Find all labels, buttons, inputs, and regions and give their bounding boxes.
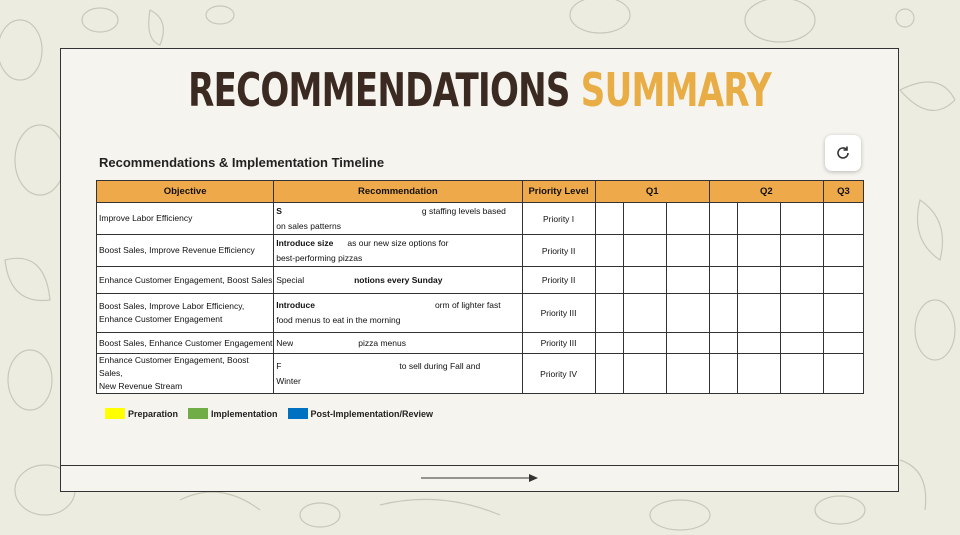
table-subtitle: Recommendations & Implementation Timelin… <box>99 155 385 170</box>
footer-divider <box>61 465 898 466</box>
timeline-cell <box>594 293 624 333</box>
objective-cell: Boost Sales, Improve Labor Efficiency, En… <box>95 293 275 333</box>
priority-cell: Priority III <box>521 332 596 354</box>
objective-cell: Improve Labor Efficiency <box>95 202 275 235</box>
timeline-cell <box>622 293 667 333</box>
timeline-cell <box>779 332 824 354</box>
timeline-cell <box>779 353 824 394</box>
table-row: Boost Sales, Improve Labor Efficiency, En… <box>95 293 865 333</box>
timeline-cell <box>622 353 667 394</box>
timeline-cell <box>822 353 865 394</box>
header-priority: Priority Level <box>521 180 596 203</box>
timeline-cell <box>594 332 624 354</box>
header-q2: Q2 <box>708 180 824 203</box>
timeline-cell <box>594 234 624 267</box>
timeline-cell <box>594 202 624 235</box>
timeline-cell <box>622 234 667 267</box>
objective-cell: Boost Sales, Enhance Customer Engagement <box>95 332 275 354</box>
table-row: Boost Sales, Improve Revenue Efficiency … <box>95 234 865 267</box>
timeline-cell <box>779 202 824 235</box>
timeline-cell <box>665 353 710 394</box>
timeline-cell <box>708 293 738 333</box>
timeline-cell <box>822 293 865 333</box>
legend-review: Post-Implementation/Review <box>287 408 433 419</box>
recommendation-cell: Special notions every Sunday <box>273 266 523 294</box>
timeline-cell <box>665 266 710 294</box>
priority-cell: Priority III <box>521 293 596 333</box>
objective-cell: Enhance Customer Engagement, Boost Sales… <box>95 353 275 394</box>
timeline-cell <box>708 234 738 267</box>
timeline-cell <box>708 266 738 294</box>
legend-preparation: Preparation <box>105 408 178 419</box>
title-part-2: SUMMARY <box>580 63 772 117</box>
timeline-cell <box>822 332 865 354</box>
priority-cell: Priority II <box>521 234 596 267</box>
timeline-cell <box>822 234 865 267</box>
summary-card: RECOMMENDATIONS SUMMARY Recommendations … <box>60 48 899 492</box>
refresh-button[interactable] <box>825 135 861 171</box>
timeline-cell <box>665 202 710 235</box>
timeline-cell <box>594 353 624 394</box>
header-objective: Objective <box>95 180 275 203</box>
recommendation-cell: Introduce size as our new size options fo… <box>273 234 523 267</box>
priority-cell: Priority IV <box>521 353 596 394</box>
recommendations-table: Objective Recommendation Priority Level … <box>95 180 865 394</box>
timeline-cell <box>594 266 624 294</box>
timeline-cell <box>736 234 781 267</box>
timeline-cell <box>779 293 824 333</box>
legend: Preparation Implementation Post-Implemen… <box>105 408 439 419</box>
title-part-1: RECOMMENDATIONS <box>188 63 570 117</box>
timeline-cell <box>736 202 781 235</box>
recommendation-cell: New pizza menus <box>273 332 523 354</box>
timeline-cell <box>665 332 710 354</box>
timeline-cell <box>665 234 710 267</box>
timeline-cell <box>736 293 781 333</box>
timeline-cell <box>708 332 738 354</box>
timeline-cell <box>708 202 738 235</box>
timeline-cell <box>622 332 667 354</box>
objective-cell: Boost Sales, Improve Revenue Efficiency <box>95 234 275 267</box>
legend-implementation: Implementation <box>188 408 278 419</box>
timeline-cell <box>665 293 710 333</box>
timeline-cell <box>779 266 824 294</box>
header-q1: Q1 <box>594 180 710 203</box>
priority-cell: Priority I <box>521 202 596 235</box>
timeline-cell <box>822 202 865 235</box>
header-q3: Q3 <box>822 180 865 203</box>
timeline-cell <box>736 266 781 294</box>
arrow-right-icon[interactable] <box>421 471 541 485</box>
timeline-cell <box>736 353 781 394</box>
timeline-cell <box>736 332 781 354</box>
priority-cell: Priority II <box>521 266 596 294</box>
timeline-cell <box>779 234 824 267</box>
recommendation-cell: Introduce orm of lighter fast food menus … <box>273 293 523 333</box>
table-row: Enhance Customer Engagement, Boost Sales… <box>95 266 865 294</box>
refresh-icon <box>837 146 849 159</box>
header-recommendation: Recommendation <box>273 180 523 203</box>
page-title: RECOMMENDATIONS SUMMARY <box>170 63 789 117</box>
timeline-cell <box>622 202 667 235</box>
timeline-cell <box>822 266 865 294</box>
table-row: Boost Sales, Enhance Customer Engagement… <box>95 332 865 354</box>
table-row: Enhance Customer Engagement, Boost Sales… <box>95 353 865 394</box>
timeline-cell <box>622 266 667 294</box>
table-header-row: Objective Recommendation Priority Level … <box>95 180 865 203</box>
timeline-cell <box>708 353 738 394</box>
objective-cell: Enhance Customer Engagement, Boost Sales <box>95 266 275 294</box>
